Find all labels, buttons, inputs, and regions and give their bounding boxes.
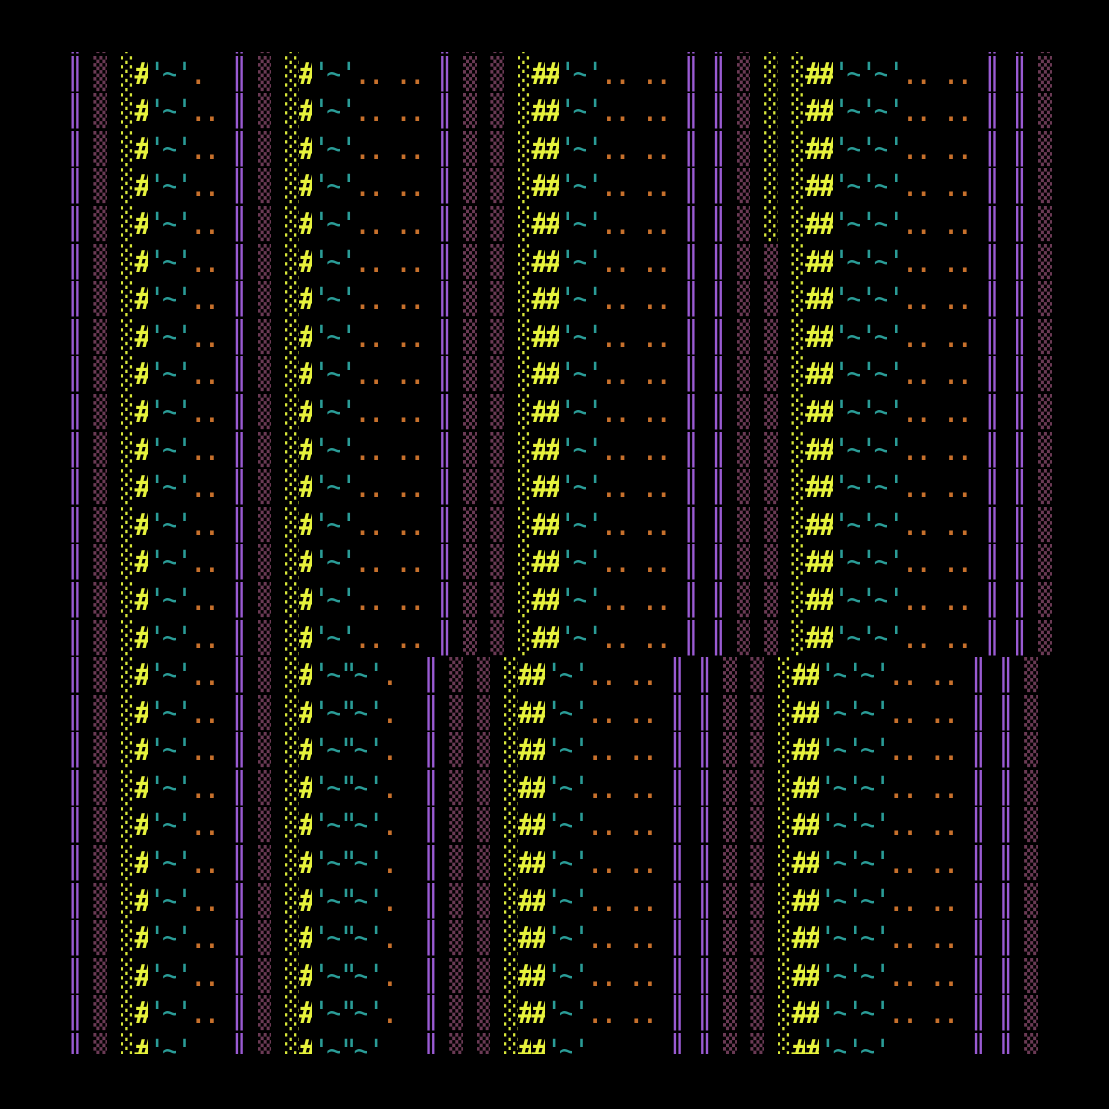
art-row: ║ ▒ ░#'~'.. ║ ▒ ░#'~"~'. ║ ▒ ▒ ░##'~'.. … bbox=[66, 996, 1038, 1032]
art-row: ║ ▒ ░#'~'.. ║ ▒ ░#'~'.. .. ║ ▒ ▒ ░##'~'.… bbox=[66, 282, 1052, 318]
art-row: ║ ▒ ░#'~'.. ║ ▒ ░#'~'.. .. ║ ▒ ▒ ░##'~'.… bbox=[66, 169, 1052, 205]
art-row: ║ ▒ ░#'~'.. ║ ▒ ░#'~"~'. ║ ▒ ▒ ░##'~'.. … bbox=[66, 733, 1038, 769]
art-row: ║ ▒ ░#'~'.. ║ ▒ ░#'~"~'. ║ ▒ ▒ ░##'~'.. … bbox=[66, 846, 1038, 882]
art-row: ║ ▒ ░#'~'.. ║ ▒ ░#'~"~'. ║ ▒ ▒ ░##'~'.. … bbox=[66, 958, 1038, 994]
art-row: ║ ▒ ░#'~'.. ║ ▒ ░#'~"~'. ║ ▒ ▒ ░##'~'.. … bbox=[66, 1034, 1038, 1054]
art-row: ║ ▒ ░#'~'.. ║ ▒ ░#'~'.. .. ║ ▒ ▒ ░##'~'.… bbox=[66, 582, 1052, 618]
art-row: ║ ▒ ░#'~'.. ║ ▒ ░#'~'.. .. ║ ▒ ▒ ░##'~'.… bbox=[66, 470, 1052, 506]
ascii-art-canvas: ║ ▒ ░#'~'. ║ ▒ ░#'~'.. .. ║ ▒ ▒ ░##'~'..… bbox=[66, 52, 1054, 1054]
art-row: ║ ▒ ░#'~'.. ║ ▒ ░#'~"~'. ║ ▒ ▒ ░##'~'.. … bbox=[66, 770, 1038, 806]
art-row: ║ ▒ ░#'~'.. ║ ▒ ░#'~"~'. ║ ▒ ▒ ░##'~'.. … bbox=[66, 808, 1038, 844]
art-row: ║ ▒ ░#'~'.. ║ ▒ ░#'~'.. .. ║ ▒ ▒ ░##'~'.… bbox=[66, 94, 1052, 130]
art-row: ║ ▒ ░#'~'.. ║ ▒ ░#'~'.. .. ║ ▒ ▒ ░##'~'.… bbox=[66, 357, 1052, 393]
ascii-art-grid: ║ ▒ ░#'~'. ║ ▒ ░#'~'.. .. ║ ▒ ▒ ░##'~'..… bbox=[66, 52, 1054, 1054]
art-row: ║ ▒ ░#'~'.. ║ ▒ ░#'~'.. .. ║ ▒ ▒ ░##'~'.… bbox=[66, 206, 1052, 242]
art-row: ║ ▒ ░#'~'.. ║ ▒ ░#'~'.. .. ║ ▒ ▒ ░##'~'.… bbox=[66, 620, 1052, 656]
art-row: ║ ▒ ░#'~'.. ║ ▒ ░#'~'.. .. ║ ▒ ▒ ░##'~'.… bbox=[66, 244, 1052, 280]
art-row: ║ ▒ ░#'~'.. ║ ▒ ░#'~'.. .. ║ ▒ ▒ ░##'~'.… bbox=[66, 432, 1052, 468]
art-row: ║ ▒ ░#'~'.. ║ ▒ ░#'~"~'. ║ ▒ ▒ ░##'~'.. … bbox=[66, 921, 1038, 957]
art-row: ║ ▒ ░#'~'.. ║ ▒ ░#'~'.. .. ║ ▒ ▒ ░##'~'.… bbox=[66, 545, 1052, 581]
art-row: ║ ▒ ░#'~'.. ║ ▒ ░#'~"~'. ║ ▒ ▒ ░##'~'.. … bbox=[66, 658, 1038, 694]
art-row: ║ ▒ ░#'~'. ║ ▒ ░#'~'.. .. ║ ▒ ▒ ░##'~'..… bbox=[66, 56, 1052, 92]
art-row: ║ ▒ ░#'~'.. ║ ▒ ░#'~'.. .. ║ ▒ ▒ ░##'~'.… bbox=[66, 319, 1052, 355]
art-row: ║ ▒ ░#'~'.. ║ ▒ ░#'~'.. .. ║ ▒ ▒ ░##'~'.… bbox=[66, 131, 1052, 167]
art-row: ║ ▒ ░#'~'.. ║ ▒ ░#'~"~'. ║ ▒ ▒ ░##'~'.. … bbox=[66, 695, 1038, 731]
art-row: ║ ▒ ░#'~'.. ║ ▒ ░#'~"~'. ║ ▒ ▒ ░##'~'.. … bbox=[66, 883, 1038, 919]
art-row: ║ ▒ ░#'~'.. ║ ▒ ░#'~'.. .. ║ ▒ ▒ ░##'~'.… bbox=[66, 394, 1052, 430]
art-row: ║ ▒ ░#'~'. ║ ▒ ░#'~'.. .. ║ ▒ ▒ ░##'~'..… bbox=[66, 52, 1054, 56]
art-row: ║ ▒ ░#'~'.. ║ ▒ ░#'~'.. .. ║ ▒ ▒ ░##'~'.… bbox=[66, 507, 1052, 543]
